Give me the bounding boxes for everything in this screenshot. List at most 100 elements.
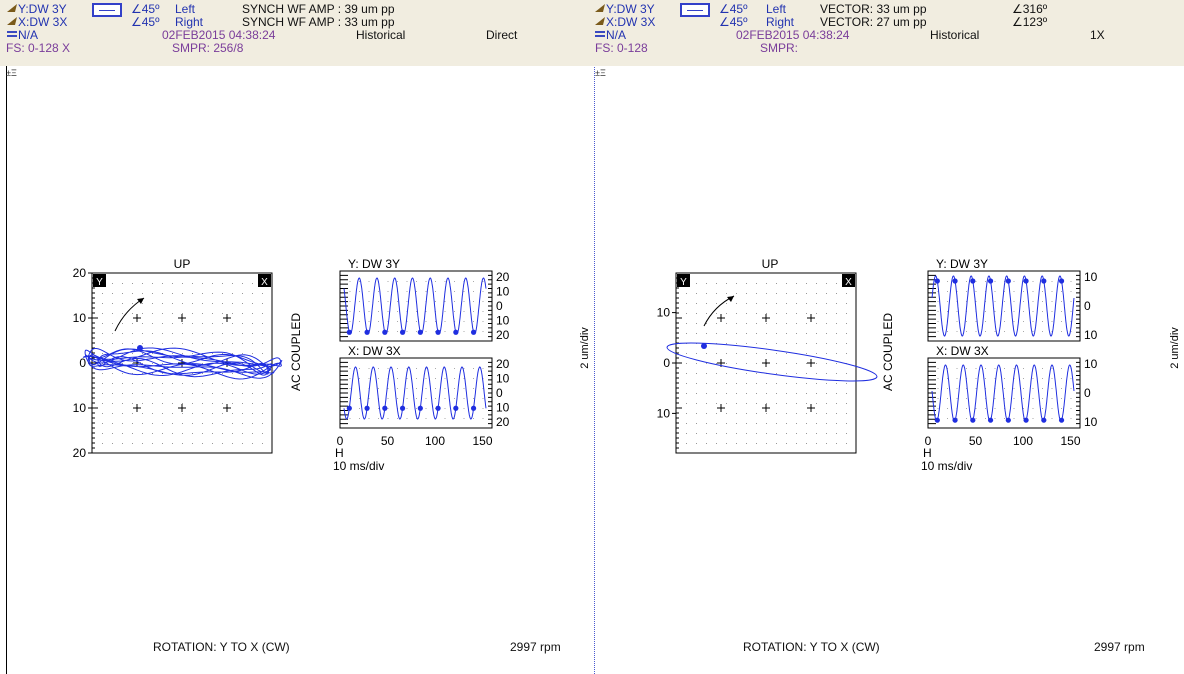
sensor-pair-icon xyxy=(7,31,17,37)
orbit-title: UP xyxy=(762,257,779,271)
grid-dot xyxy=(112,433,113,434)
grid-dot xyxy=(252,333,253,334)
grid-dot xyxy=(142,423,143,424)
grid-dot xyxy=(1042,311,1043,312)
grid-dot xyxy=(706,313,707,314)
expand-collapse-icon[interactable]: ±Ξ xyxy=(6,68,17,78)
grid-dot xyxy=(152,373,153,374)
grid-dot xyxy=(122,283,123,284)
grid-dot xyxy=(1051,301,1053,302)
wave-y-trace xyxy=(931,275,1075,337)
grid-dot xyxy=(425,378,427,379)
line-style-button[interactable] xyxy=(92,3,122,17)
grid-dot xyxy=(736,303,737,304)
plot-panel-1x[interactable]: Y:DW 3Y ∠45º Left VECTOR: 33 um pp ∠316º… xyxy=(594,0,1184,674)
grid-dot xyxy=(212,293,213,294)
line-style-button[interactable] xyxy=(680,3,710,17)
grid-dot xyxy=(766,303,767,304)
grid-dot xyxy=(706,303,707,304)
grid-dot xyxy=(397,281,398,282)
plot-panel-direct[interactable]: Y:DW 3Y ∠45º Left SYNCH WF AMP : 39 um p… xyxy=(0,0,594,674)
grid-dot xyxy=(826,403,827,404)
grid-dot xyxy=(242,293,243,294)
grid-dot xyxy=(482,321,484,322)
plot-header: Y:DW 3Y ∠45º Left SYNCH WF AMP : 39 um p… xyxy=(0,0,594,66)
probe-y-name[interactable]: Y:DW 3Y xyxy=(18,2,67,16)
grid-dot xyxy=(1061,331,1062,332)
grid-dot xyxy=(726,313,727,314)
grid-dot xyxy=(473,291,474,292)
grid-dot xyxy=(816,403,817,404)
time-axis-h: H xyxy=(923,446,932,460)
expand-collapse-icon[interactable]: ±Ξ xyxy=(595,68,606,78)
grid-dot xyxy=(1051,321,1053,322)
grid-dot xyxy=(102,393,103,394)
keyphasor-dot xyxy=(952,278,958,284)
grid-dot xyxy=(416,368,417,369)
grid-dot xyxy=(222,303,223,304)
grid-dot xyxy=(435,301,436,302)
grid-dot xyxy=(454,398,455,399)
grid-dot xyxy=(142,413,143,414)
grid-dot xyxy=(222,293,223,294)
grid-dot xyxy=(482,418,484,419)
grid-dot xyxy=(686,333,687,334)
grid-dot xyxy=(378,388,379,389)
grid-dot xyxy=(122,433,123,434)
grid-dot xyxy=(222,423,223,424)
scale-label: 2 um/div xyxy=(1169,327,1181,369)
probe-x-name[interactable]: X:DW 3X xyxy=(606,15,656,29)
grid-dot xyxy=(378,378,379,379)
wave-tick-label: 10 xyxy=(496,372,510,386)
grid-dot xyxy=(756,433,757,434)
grid-dot xyxy=(182,393,183,394)
keyphasor-dot xyxy=(435,405,441,411)
grid-dot xyxy=(937,398,939,399)
grid-dot xyxy=(696,363,697,364)
grid-dot xyxy=(444,418,446,419)
grid-dot xyxy=(212,303,213,304)
grid-dot xyxy=(937,301,939,302)
waveform-type: Direct xyxy=(486,28,518,42)
grid-dot xyxy=(142,443,143,444)
grid-dot xyxy=(162,283,163,284)
grid-dot xyxy=(262,353,263,354)
orbit-y-tick-label: 10 xyxy=(73,401,87,415)
grid-dot xyxy=(1032,321,1034,322)
grid-dot xyxy=(202,323,203,324)
grid-dot xyxy=(776,333,777,334)
grid-dot xyxy=(482,408,484,409)
grid-dot xyxy=(142,393,143,394)
grid-dot xyxy=(152,393,153,394)
grid-dot xyxy=(397,368,398,369)
grid-dot xyxy=(826,343,827,344)
grid-dot xyxy=(736,323,737,324)
grid-dot xyxy=(947,388,948,389)
keyphasor-dot xyxy=(934,417,940,423)
grid-dot xyxy=(112,323,113,324)
grid-dot xyxy=(132,283,133,284)
probe-y-name[interactable]: Y:DW 3Y xyxy=(606,2,655,16)
grid-dot xyxy=(947,368,948,369)
grid-dot xyxy=(242,343,243,344)
grid-dot xyxy=(152,403,153,404)
grid-dot xyxy=(232,413,233,414)
wave-tick-label: 10 xyxy=(496,314,510,328)
grid-dot xyxy=(696,303,697,304)
grid-dot xyxy=(1042,368,1043,369)
grid-dot xyxy=(142,283,143,284)
grid-dot xyxy=(359,311,360,312)
grid-dot xyxy=(406,301,408,302)
time-tick-label: 100 xyxy=(425,434,445,448)
grid-dot xyxy=(846,293,847,294)
grid-dot xyxy=(1023,321,1024,322)
grid-dot xyxy=(232,443,233,444)
grid-dot xyxy=(416,418,417,419)
grid-dot xyxy=(836,393,837,394)
grid-dot xyxy=(966,281,967,282)
probe-x-name[interactable]: X:DW 3X xyxy=(18,15,68,29)
grid-dot xyxy=(846,433,847,434)
grid-dot xyxy=(1042,321,1043,322)
grid-dot xyxy=(947,291,948,292)
grid-dot xyxy=(162,443,163,444)
